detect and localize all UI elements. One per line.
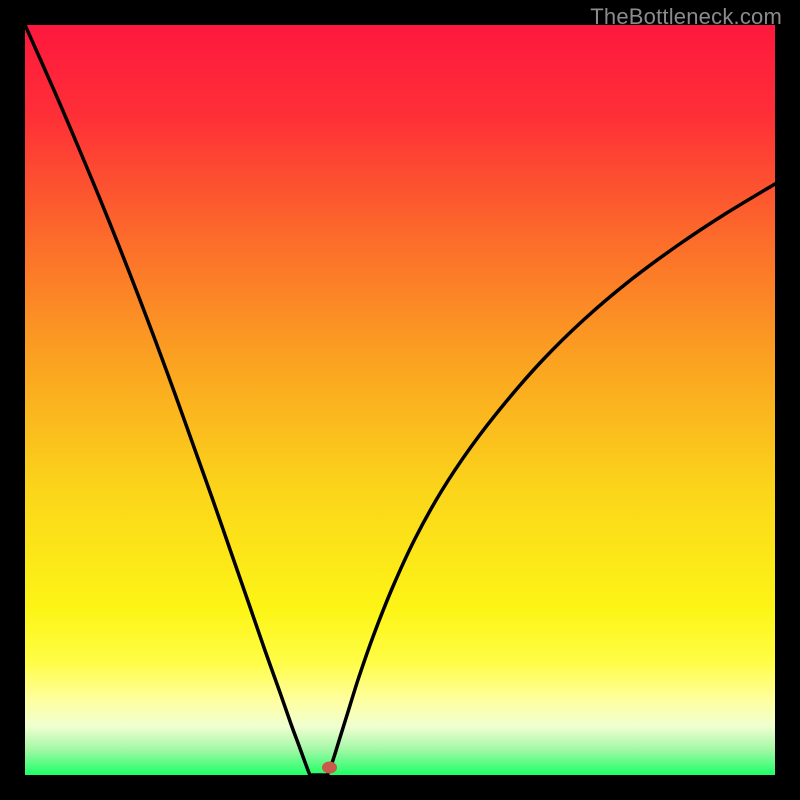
watermark-text: TheBottleneck.com — [590, 4, 782, 30]
bottleneck-plot — [0, 0, 800, 800]
plot-background-gradient — [25, 25, 775, 775]
current-config-marker — [322, 762, 337, 774]
chart-frame: TheBottleneck.com — [0, 0, 800, 800]
